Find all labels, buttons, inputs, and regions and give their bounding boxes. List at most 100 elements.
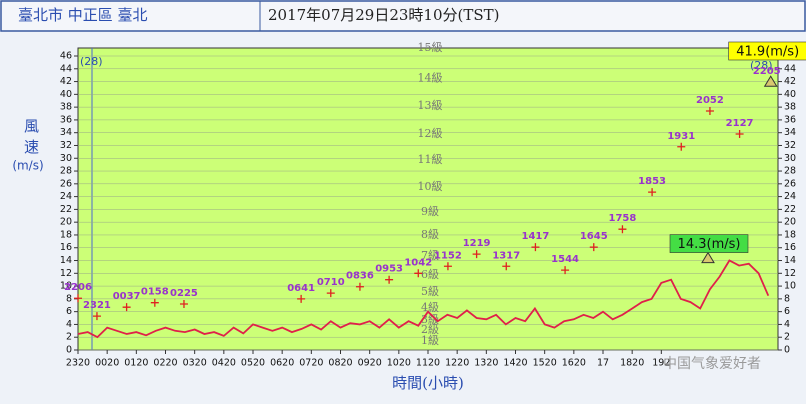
gust-time-label: 0836 [346, 271, 374, 282]
x-tick-label: 0620 [270, 358, 294, 369]
gust-marker [74, 294, 82, 303]
y2-tick-label: 0 [784, 345, 790, 356]
gust-time-label: 1758 [609, 213, 637, 224]
y-tick-label: 8 [66, 293, 72, 304]
x-tick-label: 17 [597, 358, 609, 369]
gust-time-label: 0710 [317, 277, 345, 288]
gust-marker [326, 289, 335, 298]
gust-marker [297, 294, 306, 303]
y-axis-label: 風速 [22, 118, 40, 160]
y-tick-label: 2 [66, 332, 72, 343]
peak-marker [763, 75, 778, 87]
y-axis-unit: (m/s) [12, 159, 43, 173]
wind-level-label: 4級 [421, 301, 439, 314]
y2-tick-label: 34 [784, 127, 796, 138]
y-tick-label: 28 [60, 166, 72, 177]
y2-tick-label: 12 [784, 268, 796, 279]
y-tick-label: 36 [60, 114, 72, 125]
y2-tick-label: 16 [784, 242, 796, 253]
x-tick-label: 0420 [212, 358, 236, 369]
gust-time-label: 2321 [83, 300, 111, 311]
gust-time-label: 1152 [434, 250, 462, 261]
x-tick-label: 0120 [124, 358, 148, 369]
wind-level-label: 13級 [418, 99, 443, 112]
wind-level-label: 15級 [418, 41, 443, 54]
x-tick-label: 0920 [358, 358, 382, 369]
header-time: 2017年07月29日23時10分(TST) [268, 6, 500, 24]
gust-time-label: 0037 [113, 291, 141, 302]
x-tick-label: 1220 [445, 358, 469, 369]
gust-marker [414, 269, 423, 278]
y2-tick-label: 26 [784, 178, 796, 189]
y2-tick-label: 28 [784, 166, 796, 177]
y2-tick-label: 10 [784, 281, 796, 292]
y-tick-label: 26 [60, 178, 72, 189]
y2-tick-label: 36 [784, 114, 796, 125]
peak-marker [701, 251, 715, 264]
y-tick-label: 20 [60, 217, 72, 228]
y-tick-label: 14 [60, 255, 72, 266]
gust-time-label: 1417 [522, 231, 550, 242]
y2-tick-label: 38 [784, 102, 796, 113]
peak-label-box [669, 234, 749, 253]
peak-label-box [728, 41, 806, 61]
y2-tick-label: 4 [784, 319, 790, 330]
y-tick-label: 46 [60, 51, 72, 62]
y-tick-label: 44 [60, 63, 72, 74]
wind-level-label: 9級 [421, 205, 439, 218]
gust-time-label: 1042 [404, 257, 432, 268]
x-tick-label: 2320 [66, 358, 90, 369]
wind-line [77, 259, 770, 339]
wind-level-label: 6級 [421, 268, 439, 281]
gust-marker [561, 266, 570, 275]
y-tick-label: 4 [66, 319, 72, 330]
gust-marker [92, 312, 101, 321]
y2-tick-label: 24 [784, 191, 796, 202]
x-tick-label: 0820 [328, 358, 352, 369]
x-tick-label: 1620 [562, 358, 586, 369]
gust-marker [355, 282, 364, 291]
y2-tick-label: 22 [784, 204, 796, 215]
gust-time-label: 0158 [141, 287, 169, 298]
y-tick-label: 6 [66, 306, 72, 317]
x-tick-label: 1820 [620, 358, 644, 369]
y-tick-label: 24 [60, 191, 72, 202]
gust-time-label: 1219 [463, 238, 491, 249]
x-tick-label: 0720 [299, 358, 323, 369]
peak-label: 41.9(m/s) [736, 45, 799, 60]
peak-label: 14.3(m/s) [678, 237, 741, 252]
y2-tick-label: 6 [784, 306, 790, 317]
gust-time-label: 1317 [492, 250, 520, 261]
y2-tick-label: 8 [784, 293, 790, 304]
header-bar [0, 0, 806, 32]
wind-level-label: 2級 [421, 323, 439, 336]
wind-level-label: 8級 [421, 228, 439, 241]
y2-tick-label: 44 [784, 63, 796, 74]
gust-marker [443, 262, 452, 271]
y2-tick-label: 40 [784, 89, 796, 100]
x-tick-label: 1420 [503, 358, 527, 369]
gust-time-label: 2127 [726, 118, 754, 129]
gust-marker [122, 303, 131, 312]
wind-level-label: 11級 [418, 153, 443, 166]
y2-tick-label: 30 [784, 153, 796, 164]
gust-time-label: 1544 [551, 254, 579, 265]
gust-time-label: 2052 [696, 95, 724, 106]
direction-label: (28) [750, 59, 773, 72]
wind-level-label: 1級 [421, 334, 439, 347]
header-location: 臺北市 中正區 臺北 [18, 6, 148, 24]
direction-label: (28) [80, 55, 103, 68]
y2-tick-label: 14 [784, 255, 796, 266]
wind-level-label: 5級 [421, 285, 439, 298]
x-tick-label: 1020 [387, 358, 411, 369]
y-tick-label: 38 [60, 102, 72, 113]
y2-tick-label: 2 [784, 332, 790, 343]
x-tick-label: 1520 [533, 358, 557, 369]
gust-marker [735, 129, 744, 138]
x-tick-label: 1120 [416, 358, 440, 369]
wind-level-label: 10級 [418, 180, 443, 193]
gust-time-label: 2206 [64, 282, 92, 293]
watermark: 中国气象爱好者 [663, 356, 761, 372]
peak-time-label: 2205 [753, 66, 781, 77]
